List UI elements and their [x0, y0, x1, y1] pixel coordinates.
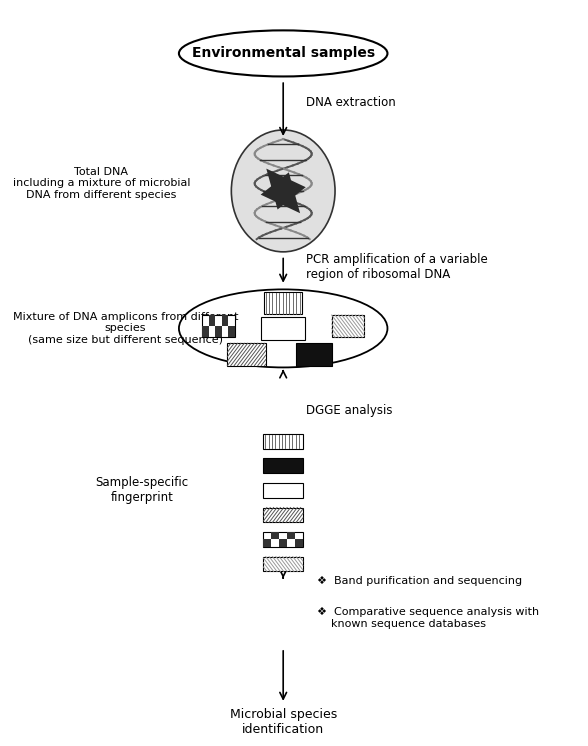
Bar: [202, 326, 209, 337]
Bar: [263, 539, 271, 547]
Text: Mixture of DNA amplicons from different
species
(same size but different sequenc: Mixture of DNA amplicons from different …: [13, 312, 238, 345]
Bar: [271, 532, 279, 539]
Bar: [279, 539, 287, 547]
Bar: [263, 507, 303, 522]
Bar: [263, 434, 303, 449]
Ellipse shape: [179, 289, 387, 368]
Bar: [295, 539, 303, 547]
Text: Environmental samples: Environmental samples: [192, 46, 375, 60]
Text: ❖  Comparative sequence analysis with
    known sequence databases: ❖ Comparative sequence analysis with kno…: [317, 607, 539, 629]
Polygon shape: [266, 169, 306, 210]
Bar: [261, 317, 305, 339]
Text: DGGE analysis: DGGE analysis: [306, 404, 392, 417]
Bar: [287, 532, 295, 539]
Text: ❖  Band purification and sequencing: ❖ Band purification and sequencing: [317, 576, 522, 586]
Bar: [222, 315, 228, 326]
Bar: [264, 292, 302, 314]
Text: Microbial species
identification: Microbial species identification: [229, 708, 337, 736]
Bar: [215, 326, 222, 337]
Text: PCR amplification of a variable
region of ribosomal DNA: PCR amplification of a variable region o…: [306, 253, 487, 281]
Bar: [209, 315, 215, 326]
Polygon shape: [260, 172, 300, 213]
Bar: [332, 315, 365, 337]
Bar: [228, 343, 266, 366]
Bar: [263, 459, 303, 473]
Bar: [263, 557, 303, 571]
Ellipse shape: [179, 31, 387, 76]
Bar: [296, 343, 332, 366]
Text: Sample-specific
fingerprint: Sample-specific fingerprint: [96, 477, 189, 504]
Bar: [263, 483, 303, 498]
Bar: [202, 315, 235, 337]
Bar: [228, 326, 235, 337]
Ellipse shape: [231, 130, 335, 252]
Bar: [263, 532, 303, 547]
Text: Total DNA
including a mixture of microbial
DNA from different species: Total DNA including a mixture of microbi…: [13, 167, 190, 200]
Text: DNA extraction: DNA extraction: [306, 95, 396, 109]
